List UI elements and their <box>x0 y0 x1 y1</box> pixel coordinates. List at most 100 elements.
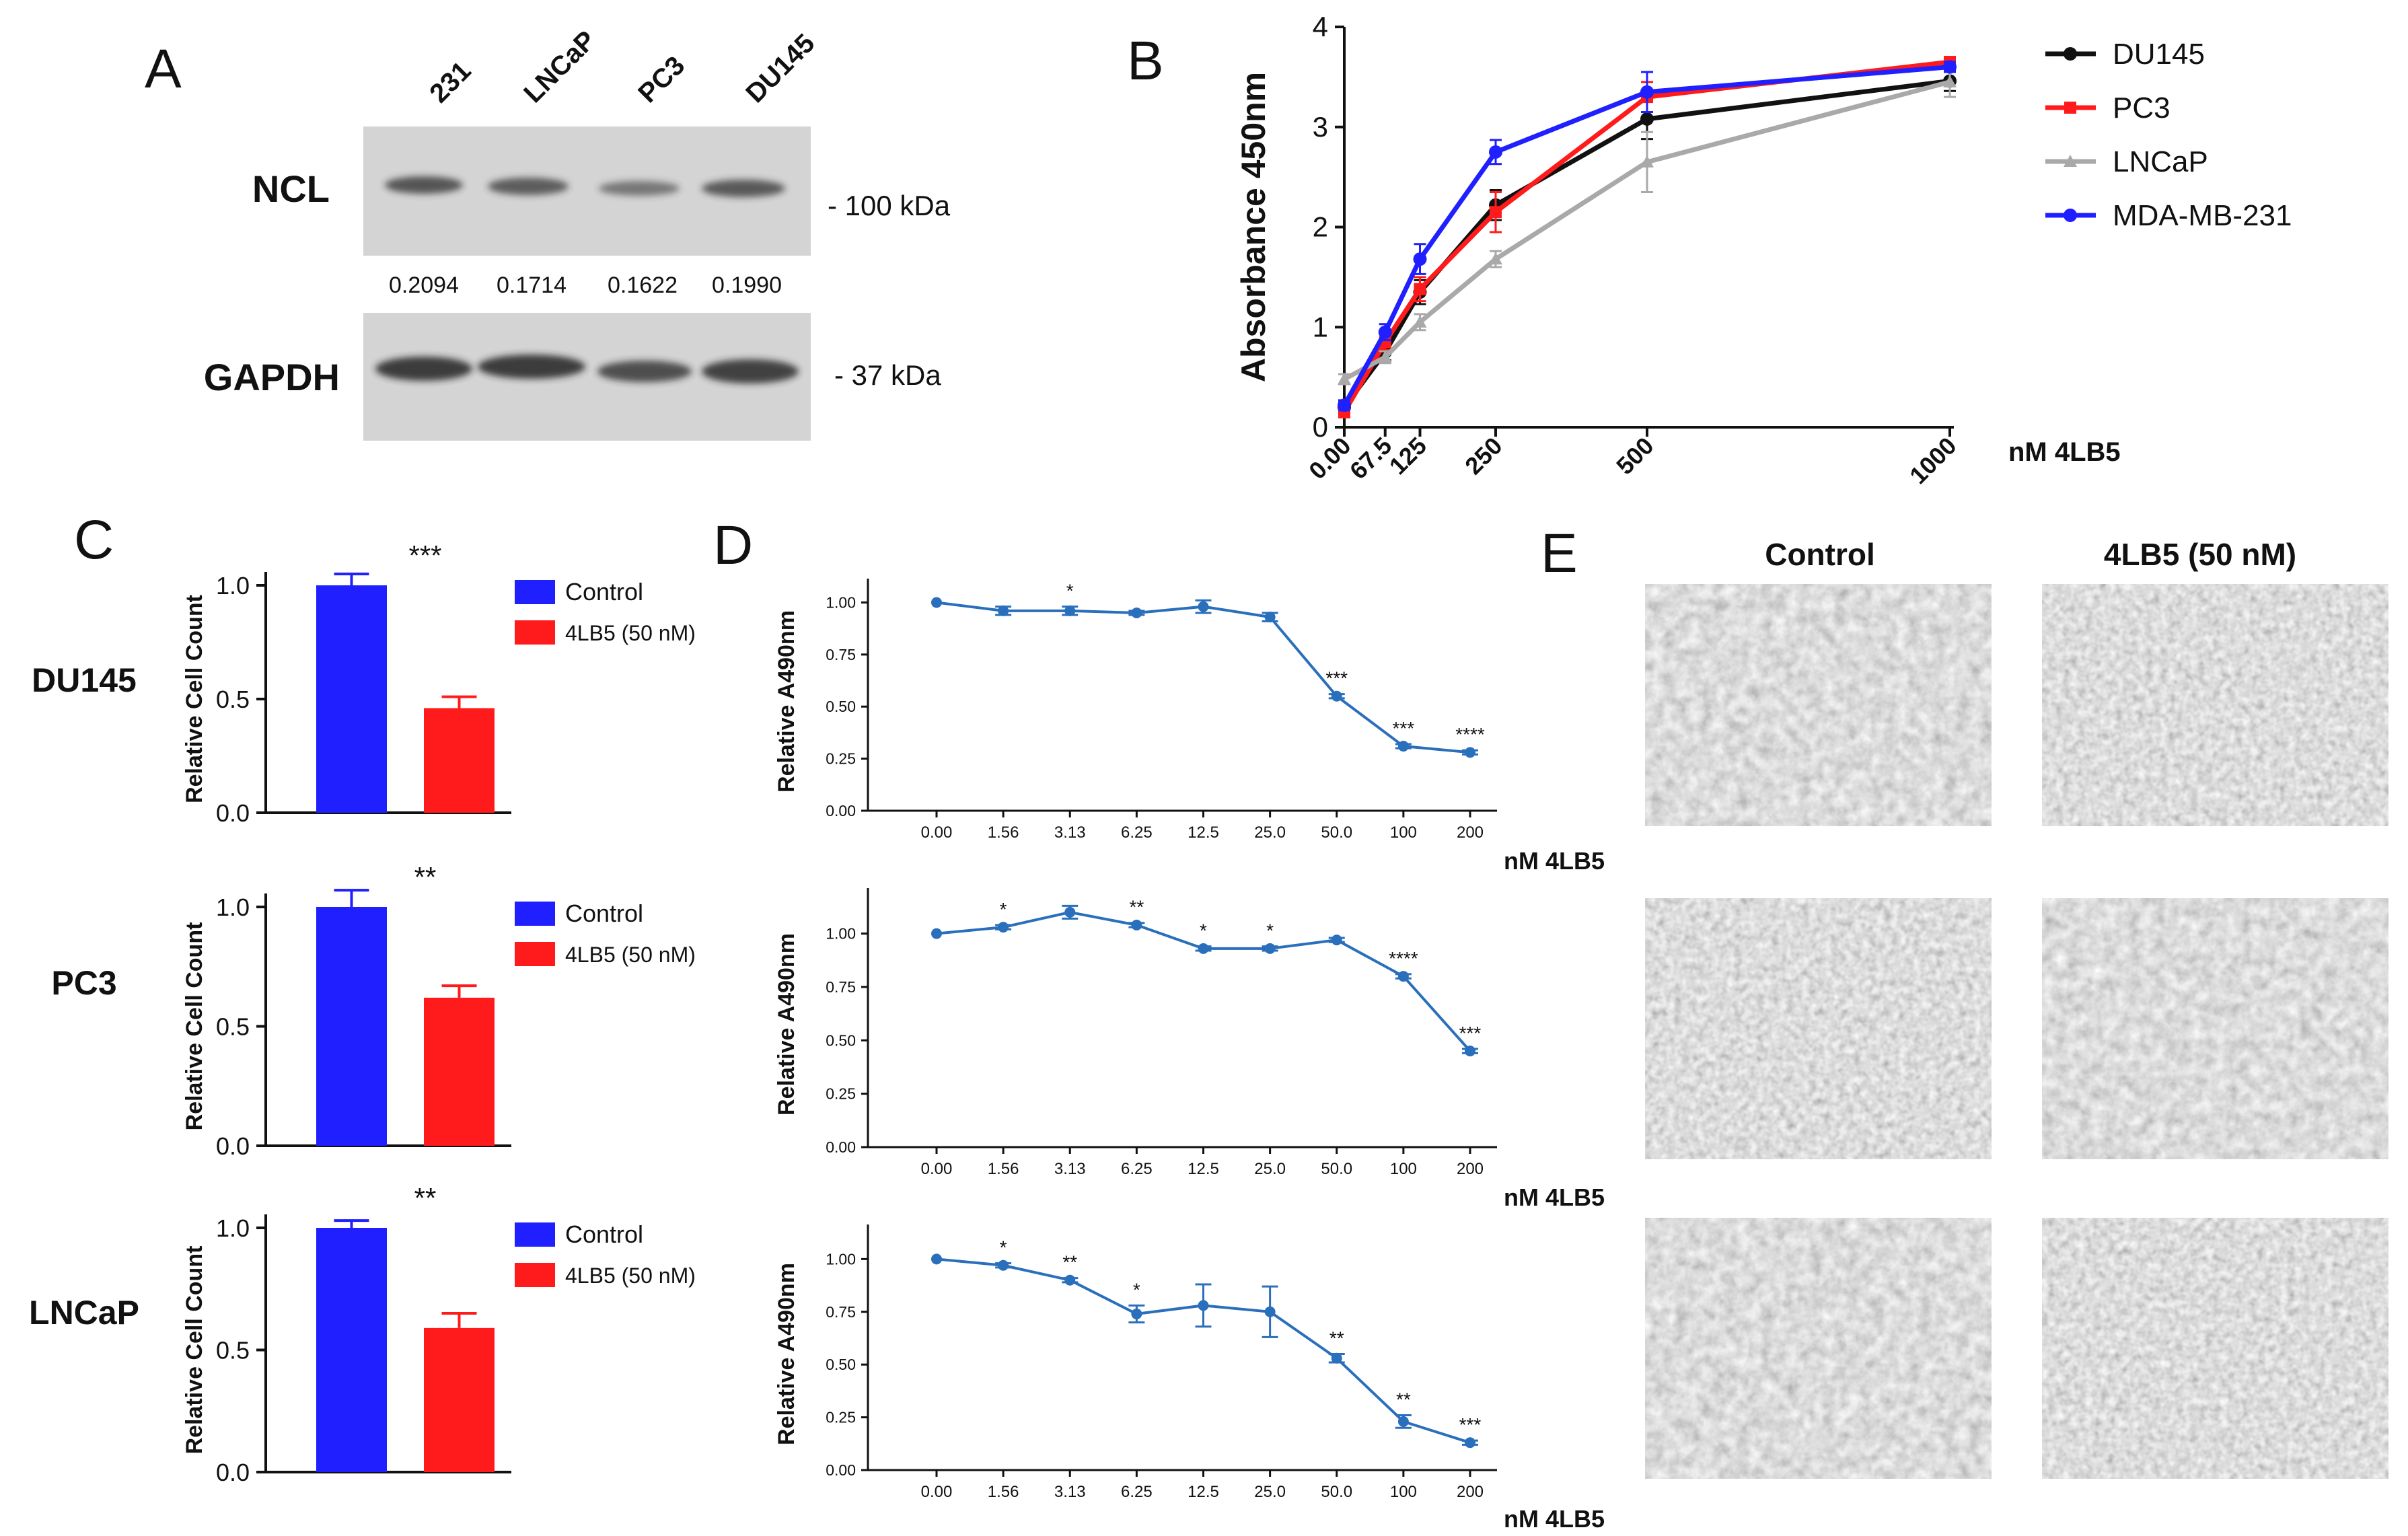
d-significance: * <box>1066 581 1074 601</box>
b-point <box>1378 350 1392 363</box>
d-x-tick-label: 50.0 <box>1321 1483 1352 1501</box>
b-series-line <box>1342 65 1950 406</box>
panel-letter-b: B <box>1127 30 1164 92</box>
protein-label-gapdh: GAPDH <box>204 356 340 398</box>
protein-label-ncl: NCL <box>252 168 330 210</box>
d-significance: ** <box>1396 1389 1411 1410</box>
d-significance: * <box>1000 1237 1007 1258</box>
d-y-tick-label: 1.00 <box>826 1250 856 1268</box>
d-x-axis-label: nM 4LB5 <box>1504 1183 1605 1211</box>
b-x-tick-label: 0.00 <box>1303 432 1356 485</box>
b-legend-marker <box>2064 155 2077 167</box>
b-y-tick-label: 1 <box>1313 311 1328 342</box>
b-legend-entry-pc3: PC3 <box>2045 92 2170 124</box>
lane-label-lncap: LNCaP <box>518 26 601 109</box>
d-point <box>1331 935 1342 946</box>
d-significance: *** <box>1459 1023 1482 1044</box>
gapdh-band-231 <box>375 357 472 381</box>
b-legend-label: MDA-MB-231 <box>2113 199 2292 232</box>
d-y-tick-label: 1.00 <box>826 925 856 943</box>
d-significance: * <box>1266 920 1274 941</box>
d-point <box>1264 943 1276 954</box>
d-significance: *** <box>1325 668 1348 689</box>
b-x-tick-label: 250 <box>1459 432 1507 480</box>
c-significance: ** <box>414 1182 437 1214</box>
micrograph-pc3-4lb5 <box>2042 898 2388 1159</box>
panel-letter-d: D <box>713 515 753 576</box>
c-y-axis-label: Relative Cell Count <box>182 1246 207 1455</box>
b-point <box>1489 145 1502 159</box>
d-x-tick-label: 12.5 <box>1188 824 1219 842</box>
b-point <box>1943 75 1957 87</box>
c-legend-swatch <box>515 1222 555 1247</box>
d-point <box>1397 1416 1409 1427</box>
d-y-tick-label: 0.50 <box>826 698 856 715</box>
d-x-tick-label: 1.56 <box>988 1483 1019 1501</box>
lane-label-pc3: PC3 <box>632 50 690 108</box>
chart-d: 0.00 0.25 0.50 0.75 1.00 0.00 1.56 3.13 6.25 12.5… <box>774 579 1605 1533</box>
lane-label-du145: DU145 <box>740 28 820 108</box>
d-x-tick-label: 1.56 <box>988 1160 1019 1178</box>
c-y-tick-label: 1.0 <box>216 572 250 599</box>
d-y-tick-label: 0.25 <box>826 750 856 768</box>
c-legend-label: 4LB5 (50 nM) <box>565 943 696 967</box>
c-bar <box>424 708 495 813</box>
c-y-tick-label: 1.0 <box>216 1214 250 1242</box>
d-point <box>1198 601 1209 612</box>
b-x-tick-label: 125 <box>1384 432 1432 480</box>
d-point <box>1131 607 1142 618</box>
b-point <box>1640 155 1654 168</box>
b-point <box>1378 325 1392 339</box>
d-x-tick-label: 50.0 <box>1321 824 1352 842</box>
d-point <box>1131 1308 1142 1319</box>
c-legend-swatch <box>515 902 555 926</box>
micrograph-du145-control <box>1645 584 1992 826</box>
ncl-band-lncap <box>488 178 569 195</box>
d-point <box>1331 1352 1342 1364</box>
d-y-tick-label: 0.00 <box>826 802 856 819</box>
c-bar <box>424 997 495 1146</box>
c-legend-label: 4LB5 (50 nM) <box>565 621 696 645</box>
size-marker-37: - 37 kDa <box>834 359 941 391</box>
c-y-axis-label: Relative Cell Count <box>182 595 207 803</box>
b-legend-entry-lncap: LNCaP <box>2045 145 2208 178</box>
d-significance: ** <box>1062 1252 1077 1273</box>
c-plot-pc3: PC3 0.0 0.5 1.0 Relative Cell Count ** Control… <box>51 861 696 1160</box>
d-x-tick-label: 0.00 <box>921 824 953 842</box>
c-legend-swatch <box>515 1263 555 1287</box>
b-point <box>1640 85 1654 99</box>
d-point <box>1331 690 1342 702</box>
b-legend-label: PC3 <box>2113 92 2170 124</box>
chart-c: DU145 0.0 0.5 1.0 Relative Cell Count *** Cont… <box>29 540 696 1486</box>
col-label-control: Control <box>1765 537 1875 572</box>
c-bar <box>316 1228 387 1472</box>
d-point <box>1397 971 1409 982</box>
panel-c: C DU145 0.0 0.5 1.0 Relative Cell Count *** Co… <box>29 509 696 1486</box>
d-x-tick-label: 25.0 <box>1254 1160 1286 1178</box>
d-point <box>1465 1046 1475 1057</box>
d-x-tick-label: 3.13 <box>1054 1483 1086 1501</box>
d-point <box>998 922 1009 933</box>
d-y-axis-label: Relative A490nm <box>774 933 799 1116</box>
c-plot-lncap: LNCaP 0.0 0.5 1.0 Relative Cell Count ** Contr… <box>29 1182 696 1486</box>
micrograph-lncap-4lb5 <box>2042 1218 2388 1479</box>
d-point <box>931 597 942 608</box>
d-y-tick-label: 0.75 <box>826 1303 856 1321</box>
d-x-tick-label: 200 <box>1457 824 1484 842</box>
b-legend-label: DU145 <box>2113 38 2205 71</box>
d-significance: * <box>1200 920 1207 941</box>
size-marker-100: - 100 kDa <box>828 190 951 221</box>
c-y-tick-label: 0.5 <box>216 686 250 713</box>
b-point <box>1943 60 1957 74</box>
d-x-tick-label: 25.0 <box>1254 824 1286 842</box>
b-x-tick-label: 1000 <box>1904 432 1962 490</box>
d-x-tick-label: 50.0 <box>1321 1160 1352 1178</box>
d-point <box>1198 1300 1209 1311</box>
panel-e: E Control 4LB5 (50 nM) <box>1541 523 2388 1479</box>
b-legend-marker <box>2064 209 2077 222</box>
b-series-line <box>1343 79 1950 381</box>
d-x-tick-label: 100 <box>1390 1160 1417 1178</box>
ncl-band-du145 <box>702 180 785 197</box>
d-significance: ** <box>1329 1328 1344 1349</box>
d-plot-d-3: 0.00 0.25 0.50 0.75 1.00 0.00 1.56 3.13 6.25 12.5… <box>774 1224 1605 1533</box>
